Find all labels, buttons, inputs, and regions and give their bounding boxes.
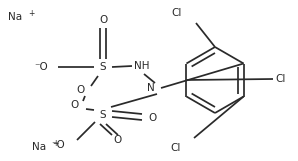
Text: S: S (100, 110, 106, 120)
Text: Cl: Cl (171, 143, 181, 153)
Text: O: O (113, 135, 121, 145)
Text: Na: Na (32, 142, 46, 152)
Text: Cl: Cl (275, 74, 285, 84)
Text: +: + (52, 138, 58, 147)
Text: O: O (99, 15, 107, 25)
Text: Cl: Cl (172, 8, 182, 18)
Text: +: + (28, 9, 34, 18)
Text: N: N (147, 83, 155, 93)
Text: NH: NH (134, 61, 150, 71)
Text: O: O (77, 85, 85, 95)
Text: O: O (71, 100, 79, 110)
Text: O: O (148, 113, 156, 123)
Text: ⁻O: ⁻O (51, 140, 65, 150)
Text: ⁻O: ⁻O (34, 62, 48, 72)
Text: Na: Na (8, 12, 22, 22)
Text: S: S (100, 62, 106, 72)
